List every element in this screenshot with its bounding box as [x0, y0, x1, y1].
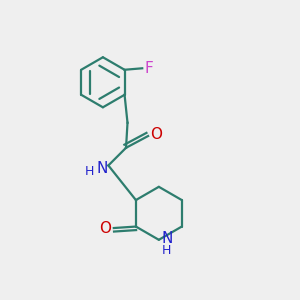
Text: N: N	[162, 231, 173, 246]
Text: O: O	[99, 220, 111, 236]
Text: O: O	[151, 127, 163, 142]
Text: H: H	[85, 165, 94, 178]
Text: N: N	[97, 161, 108, 176]
Text: F: F	[144, 61, 153, 76]
Text: H: H	[162, 244, 171, 257]
